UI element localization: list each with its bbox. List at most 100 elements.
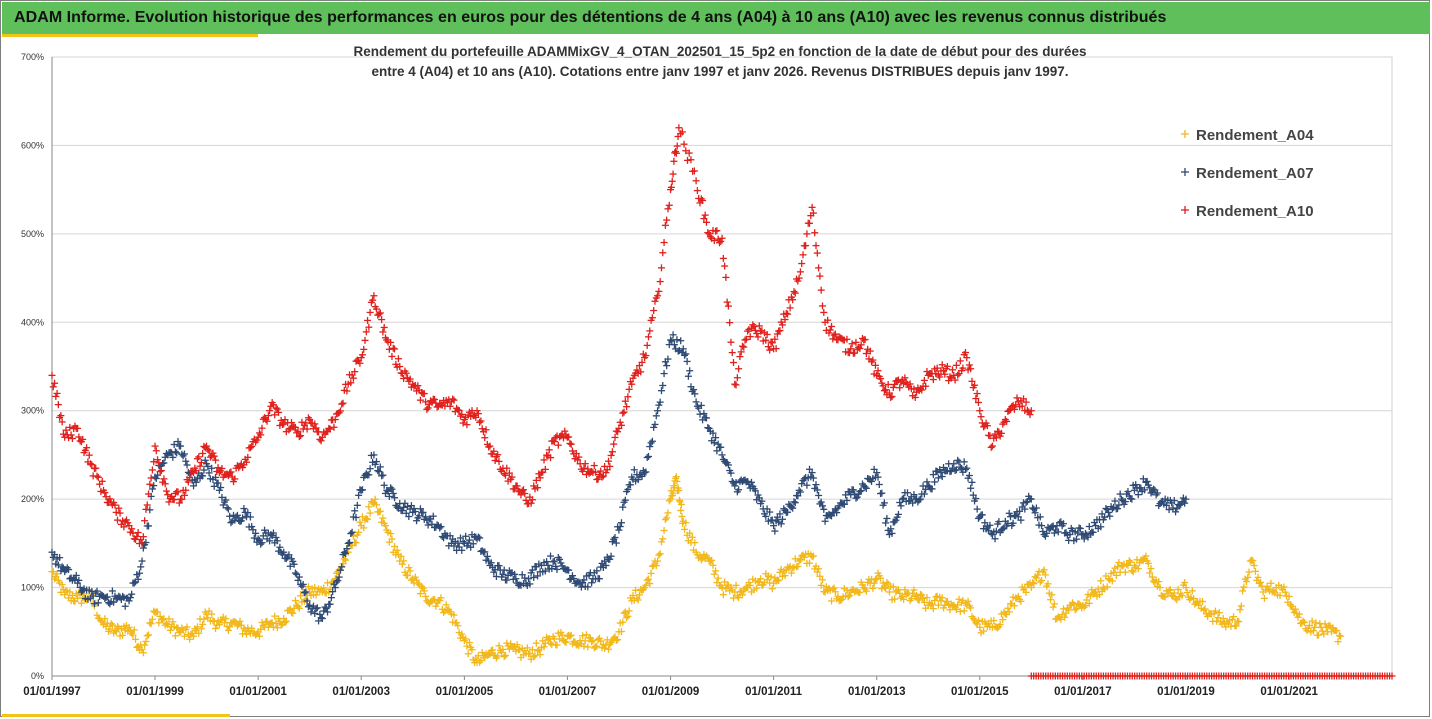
data-point (485, 651, 493, 659)
data-point (1280, 583, 1288, 591)
y-tick-label: 0% (31, 671, 44, 681)
data-point (302, 588, 310, 596)
data-point (469, 540, 477, 548)
data-point (342, 556, 350, 564)
data-point (682, 350, 690, 358)
data-point (815, 565, 823, 573)
data-point (684, 372, 692, 380)
data-point (361, 336, 369, 344)
data-point (561, 638, 569, 646)
data-point (200, 615, 208, 623)
data-point (965, 361, 973, 369)
data-point (93, 587, 101, 595)
data-point (732, 581, 740, 589)
data-point (593, 642, 601, 650)
data-point (180, 450, 188, 458)
data-point (828, 322, 836, 330)
data-point (619, 618, 627, 626)
data-point (237, 517, 245, 525)
data-point (629, 592, 637, 600)
data-point (791, 555, 799, 563)
data-point (660, 239, 668, 247)
data-point (405, 564, 413, 572)
data-point (688, 533, 696, 541)
data-point (665, 497, 673, 505)
data-point (816, 572, 824, 580)
data-point (254, 535, 262, 543)
data-point (848, 340, 856, 348)
data-point (313, 604, 321, 612)
x-tick-label: 01/01/2005 (436, 686, 494, 698)
data-point (391, 494, 399, 502)
data-point (746, 581, 754, 589)
data-point (614, 636, 622, 644)
data-point (584, 583, 592, 591)
data-point (547, 552, 555, 560)
data-point (1047, 596, 1055, 604)
data-point (71, 576, 79, 584)
data-point (702, 414, 710, 422)
data-point (199, 620, 207, 628)
data-point (535, 560, 543, 568)
data-point (724, 461, 732, 469)
data-point (380, 323, 388, 331)
data-point (175, 629, 183, 637)
data-point (84, 595, 92, 603)
data-point (987, 443, 995, 451)
data-point (126, 594, 134, 602)
data-point (311, 583, 319, 591)
data-point (650, 307, 658, 315)
data-point (367, 498, 375, 506)
data-point (586, 634, 594, 642)
data-point (1034, 571, 1042, 579)
data-point (931, 478, 939, 486)
data-point (116, 509, 124, 517)
data-point (958, 464, 966, 472)
data-point (135, 646, 143, 654)
data-point (534, 647, 542, 655)
data-point (742, 583, 750, 591)
data-point (710, 570, 718, 578)
data-point (880, 583, 888, 591)
data-point (154, 608, 162, 616)
data-point (1242, 578, 1250, 586)
data-point (651, 557, 659, 565)
data-point (1190, 595, 1198, 603)
data-point (307, 608, 315, 616)
data-point (815, 264, 823, 272)
data-point (1022, 588, 1030, 596)
data-point (738, 342, 746, 350)
data-point (93, 472, 101, 480)
data-point (1214, 614, 1222, 622)
data-point (371, 495, 379, 503)
data-point (351, 507, 359, 515)
data-point (606, 555, 614, 563)
data-point (570, 575, 578, 583)
data-point (376, 507, 384, 515)
data-point (1129, 568, 1137, 576)
data-point (820, 308, 828, 316)
data-point (48, 371, 56, 379)
data-point (348, 528, 356, 536)
data-point (495, 642, 503, 650)
data-point (467, 543, 475, 551)
data-point (132, 635, 140, 643)
data-point (656, 398, 664, 406)
data-point (65, 566, 73, 574)
data-point (620, 609, 628, 617)
data-point (1036, 578, 1044, 586)
data-point (856, 588, 864, 596)
data-point (681, 351, 689, 359)
data-point (657, 387, 665, 395)
data-point (623, 614, 631, 622)
data-point (607, 552, 615, 560)
data-point (808, 203, 816, 211)
data-point (374, 467, 382, 475)
data-point (282, 617, 290, 625)
data-point (736, 353, 744, 361)
data-point (1081, 602, 1089, 610)
data-point (338, 563, 346, 571)
data-point (1239, 587, 1247, 595)
data-point (820, 505, 828, 513)
data-point (205, 469, 213, 477)
